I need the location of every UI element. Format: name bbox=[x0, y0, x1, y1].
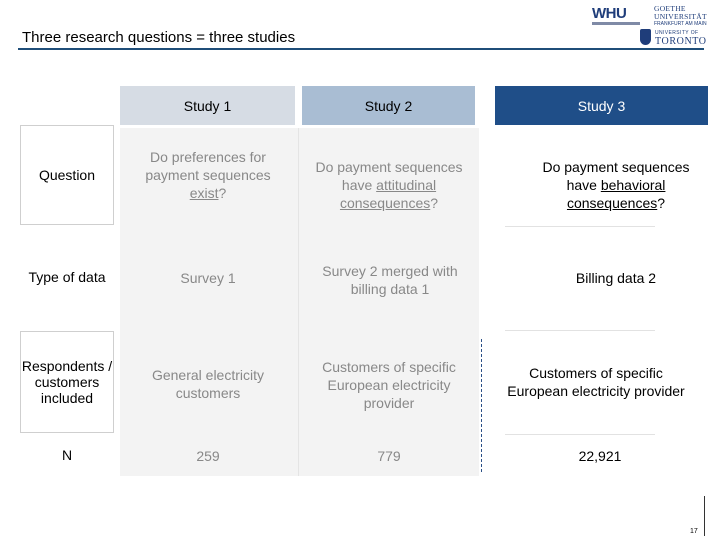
whu-logo-text: WHU bbox=[592, 5, 627, 22]
column-header-study-3: Study 3 bbox=[495, 86, 708, 125]
row-label-type-of-data: Type of data bbox=[20, 227, 114, 327]
slide-title: Three research questions = three studies bbox=[22, 29, 296, 46]
cell-text-underlined: behavioral consequences bbox=[566, 177, 666, 211]
cell-respondents-study-2: Customers of specific European electrici… bbox=[322, 359, 456, 411]
row-divider bbox=[505, 330, 655, 331]
grey-columns-background bbox=[120, 128, 479, 476]
cell-type-study-1: Survey 1 bbox=[180, 270, 236, 286]
row-divider bbox=[505, 434, 655, 435]
cell-text-underlined: exist bbox=[189, 185, 219, 201]
cell-text-pre: Do payment sequences have bbox=[315, 159, 463, 193]
cell-text-pre: Do preferences for payment sequences bbox=[145, 149, 271, 183]
toronto-logo: UNIVERSITY OF TORONTO bbox=[640, 28, 712, 50]
cell-text-pre: Do payment sequences have bbox=[542, 159, 690, 193]
row-label-n: N bbox=[20, 437, 114, 472]
page-number: 17 bbox=[690, 528, 698, 535]
cell-question-study-1: Do preferences for payment sequences exi… bbox=[128, 135, 288, 215]
title-divider bbox=[18, 48, 704, 50]
cell-text-post: ? bbox=[218, 185, 227, 201]
goethe-logo: GOETHE UNIVERSITÄT FRANKFURT AM MAIN bbox=[654, 5, 710, 29]
cell-n-study-1: 259 bbox=[196, 448, 220, 464]
row-label-respondents: Respondents / customers included bbox=[20, 331, 114, 433]
cell-type-study-3: Billing data 2 bbox=[575, 270, 657, 286]
cell-type-study-2: Survey 2 merged with billing data 1 bbox=[322, 263, 458, 297]
goethe-logo-line2: UNIVERSITÄT bbox=[654, 12, 707, 21]
toronto-logo-line2: TORONTO bbox=[655, 36, 707, 47]
toronto-logo-line1: UNIVERSITY OF bbox=[655, 30, 699, 36]
cell-n-study-3: 22,921 bbox=[578, 448, 622, 464]
column-separator-dashed bbox=[481, 339, 482, 472]
cell-question-study-2: Do payment sequences have attitudinal co… bbox=[310, 140, 468, 230]
cell-question-study-3: Do payment sequences have behavioral con… bbox=[530, 140, 702, 230]
column-header-study-2: Study 2 bbox=[302, 86, 475, 125]
cell-text-underlined: attitudinal consequences bbox=[339, 177, 437, 211]
column-header-study-1: Study 1 bbox=[120, 86, 295, 125]
column-separator bbox=[298, 128, 299, 476]
cell-n-study-2: 779 bbox=[377, 448, 401, 464]
toronto-crest-icon bbox=[640, 29, 651, 45]
row-label-question: Question bbox=[20, 125, 114, 225]
cell-respondents-study-1: General electricity customers bbox=[151, 367, 265, 401]
row-divider bbox=[505, 226, 655, 227]
cell-text-post: ? bbox=[430, 195, 439, 211]
page-corner-rule bbox=[704, 496, 705, 536]
cell-respondents-study-3: Customers of specific European electrici… bbox=[507, 365, 685, 399]
whu-logo: WHU bbox=[592, 5, 642, 27]
whu-logo-bar bbox=[592, 22, 640, 25]
goethe-logo-line1: GOETHE bbox=[654, 4, 686, 13]
goethe-logo-line3: FRANKFURT AM MAIN bbox=[654, 21, 707, 27]
cell-text-post: ? bbox=[657, 195, 666, 211]
